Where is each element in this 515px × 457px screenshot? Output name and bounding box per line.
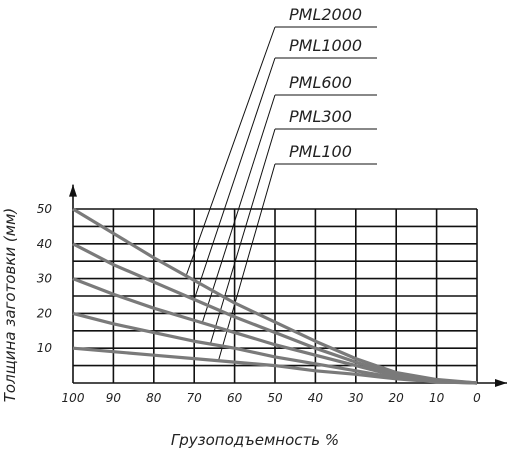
x-tick-label: 10 bbox=[429, 391, 445, 405]
x-axis-label: Грузоподъемность % bbox=[171, 431, 339, 449]
legend-leader-line bbox=[201, 94, 276, 323]
legend-label-pml300: PML300 bbox=[289, 107, 352, 126]
y-tick-label: 30 bbox=[37, 272, 53, 286]
series-lines bbox=[72, 207, 478, 385]
legend-label-pml2000: PML2000 bbox=[289, 5, 362, 24]
x-axis-arrow bbox=[495, 379, 507, 387]
y-tick-label: 20 bbox=[37, 306, 53, 320]
y-tick-label: 50 bbox=[37, 202, 53, 216]
x-tick-label: 40 bbox=[308, 391, 324, 405]
x-tick-label: 70 bbox=[187, 391, 203, 405]
y-axis-arrow bbox=[69, 184, 77, 197]
legend-label-pml600: PML600 bbox=[289, 73, 352, 92]
x-tick-label: 80 bbox=[146, 391, 162, 405]
legend-leader-line bbox=[209, 128, 276, 345]
legend-leader-line bbox=[193, 57, 276, 300]
y-tick-label: 10 bbox=[37, 341, 53, 355]
legend-label-pml1000: PML1000 bbox=[289, 36, 362, 55]
x-tick-label: 50 bbox=[267, 391, 283, 405]
x-tick-label: 30 bbox=[348, 391, 364, 405]
x-tick-label: 0 bbox=[473, 391, 481, 405]
legend-leader-line bbox=[185, 26, 276, 276]
series-line-pml100 bbox=[72, 346, 478, 385]
axes bbox=[69, 184, 507, 387]
legend: PML2000 PML1000 PML600 PML300 PML100 bbox=[289, 5, 362, 161]
x-tick-label: 90 bbox=[106, 391, 122, 405]
legend-leader-lines bbox=[185, 26, 377, 361]
y-axis-label: Толщина заготовки (мм) bbox=[1, 208, 19, 402]
x-tick-label: 100 bbox=[62, 391, 85, 405]
legend-leader-line bbox=[217, 163, 276, 361]
legend-label-pml100: PML100 bbox=[289, 142, 352, 161]
x-tick-label: 20 bbox=[389, 391, 405, 405]
y-tick-label: 40 bbox=[37, 237, 53, 251]
x-tick-label: 60 bbox=[227, 391, 243, 405]
grid bbox=[73, 208, 478, 383]
